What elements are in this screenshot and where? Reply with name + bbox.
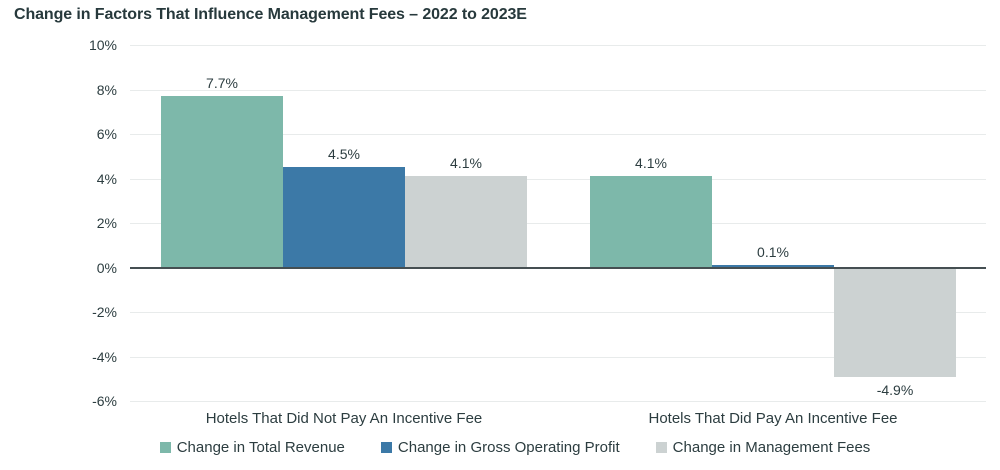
legend-label: Change in Gross Operating Profit [397,439,620,456]
y-axis-tick-label: -4% [92,348,117,365]
y-axis-tick-label: 4% [96,170,117,187]
y-axis-tick-label: 8% [96,81,117,98]
y-axis-tick-label: 6% [96,126,117,142]
y-axis-tick-label: -2% [92,304,117,320]
bar-value-label: 0.1% [757,244,789,260]
gridline [130,134,986,135]
bar-change-in-total-revenue-group-1 [161,96,283,268]
y-axis-tick-label: 2% [96,215,117,231]
legend-item-change-in-gross-operating-profit: Change in Gross Operating Profit [380,439,620,456]
bar-value-label: 4.1% [450,155,482,172]
legend-item-change-in-total-revenue: Change in Total Revenue [159,439,345,456]
legend-label: Change in Management Fees [672,439,871,456]
legend-swatch-icon [655,442,667,453]
legend-label: Change in Total Revenue [176,439,345,456]
gridline [130,401,986,402]
chart-title: Change in Factors That Influence Managem… [14,6,527,23]
category-label: Hotels That Did Not Pay An Incentive Fee [205,410,483,427]
legend-swatch-icon [159,442,171,453]
gridline [130,89,986,91]
bar-change-in-gross-operating-profit-group-1 [283,167,405,268]
bar-value-label: 4.1% [635,155,667,172]
category-label: Hotels That Did Pay An Incentive Fee [648,410,898,427]
bar-change-in-total-revenue-group-2 [590,176,712,268]
y-axis-tick-label: -6% [92,393,117,409]
y-axis-tick-label: 10% [88,37,117,53]
bar-value-label: 4.5% [328,146,360,163]
gridline [130,178,986,180]
gridline [130,312,986,313]
gridline [130,356,986,358]
legend-swatch-icon [380,442,392,453]
bar-value-label: 7.7% [206,75,238,92]
bar-change-in-gross-operating-profit-group-2 [712,265,834,268]
bar-change-in-management-fees-group-1 [405,176,527,268]
bar-value-label: -4.9% [876,381,914,398]
gridline [130,223,986,224]
zero-axis-line [130,266,986,269]
bar-change-in-management-fees-group-2 [834,267,956,377]
legend-item-change-in-management-fees: Change in Management Fees [655,439,871,456]
gridline [130,45,986,46]
legend: Change in Total Revenue Change in Gross O… [0,439,1000,456]
y-axis-tick-label: 0% [96,259,117,276]
